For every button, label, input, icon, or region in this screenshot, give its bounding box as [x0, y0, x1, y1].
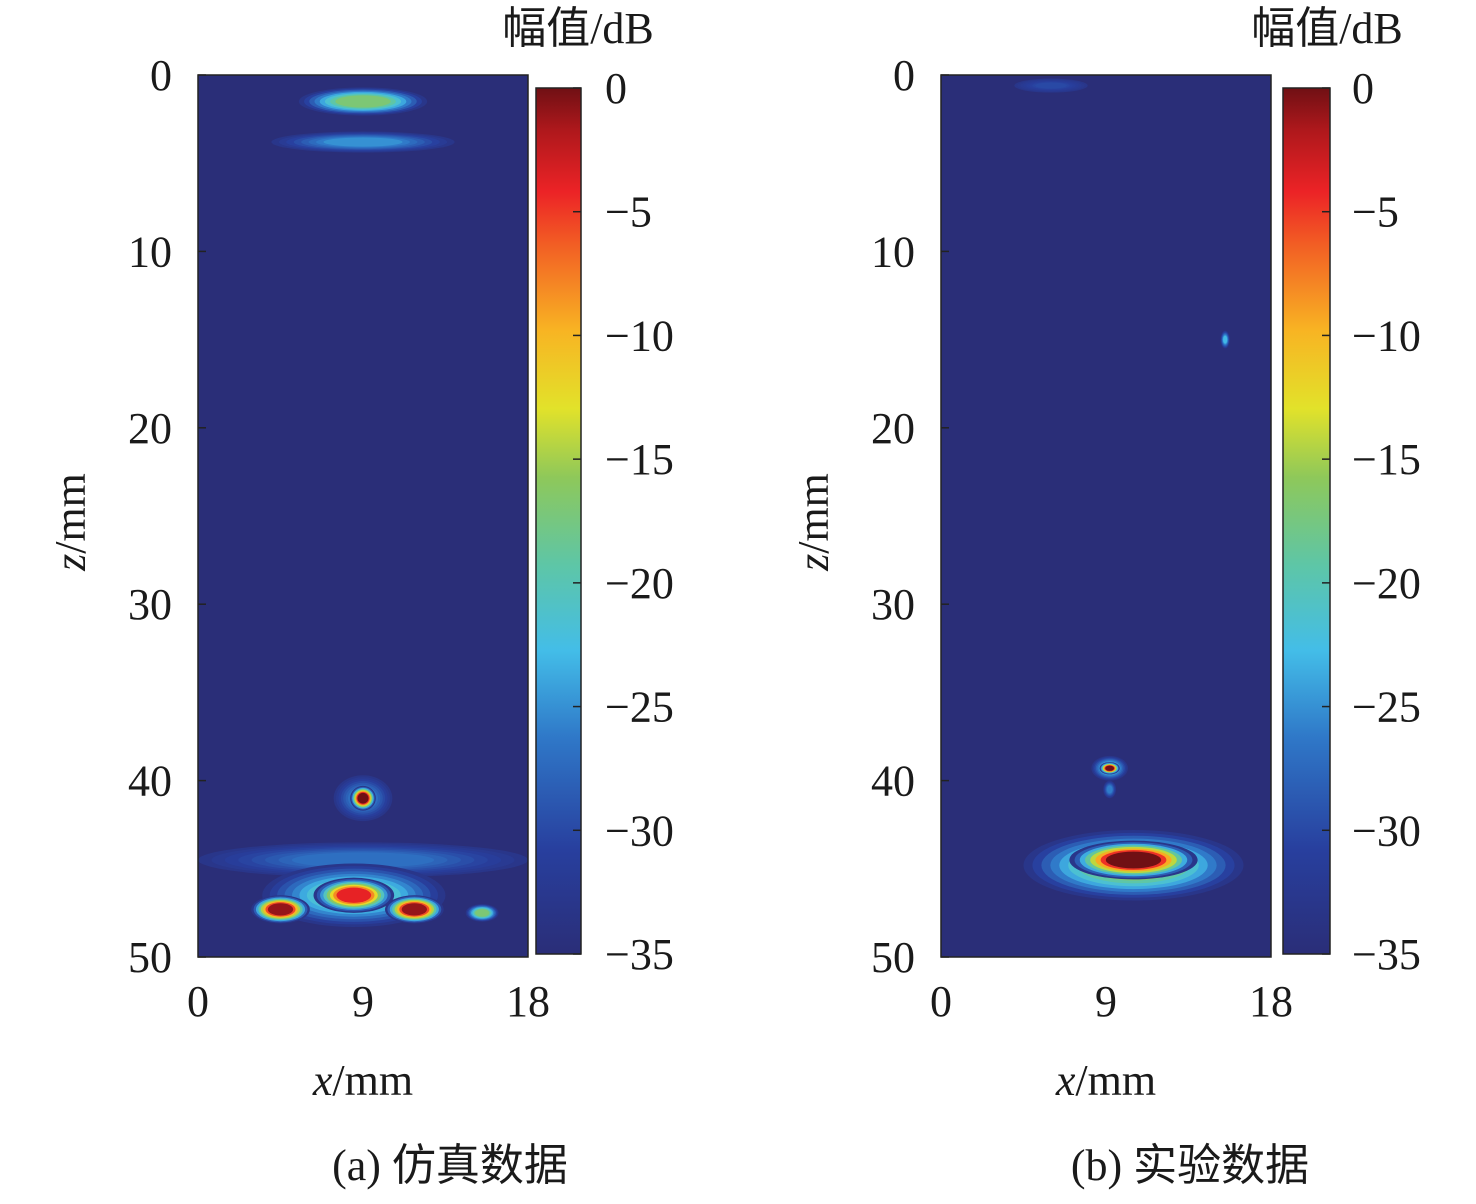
x-tick-label-b: 18: [1249, 977, 1293, 1026]
colorbar-tick-label-a: −5: [605, 188, 652, 237]
x-tick-label-b: 9: [1095, 977, 1117, 1026]
z-tick-label-b: 50: [871, 933, 915, 982]
x-tick-label-a: 0: [187, 977, 209, 1026]
z-tick-label-a: 0: [150, 51, 172, 100]
colorbar-tick-label-a: −25: [605, 683, 674, 732]
heat-blob-a-2: [350, 785, 376, 811]
z-axis-var-a: z: [46, 554, 95, 572]
z-axis-var-b: z: [789, 554, 838, 572]
x-tick-label-a: 9: [352, 977, 374, 1026]
colorbar-tick-label-b: 0: [1352, 64, 1374, 113]
z-axis-label-b: z/mm: [789, 473, 838, 572]
colorbar-tick-label-b: −30: [1352, 806, 1421, 855]
z-axis-unit-a: /mm: [46, 473, 95, 554]
x-axis-unit-b: /mm: [1075, 1056, 1156, 1105]
caption-b: (b) 实验数据: [1071, 1141, 1309, 1190]
colorbar-b-gradient: [1282, 87, 1331, 955]
colorbar-tick-label-b: −35: [1352, 930, 1421, 979]
z-tick-labels-a: 0 10 20 30 40 50: [128, 51, 206, 982]
colorbar-tick-label-b: −5: [1352, 188, 1399, 237]
heat-blob-a-9: [198, 842, 528, 878]
colorbar-tick-label-b: −20: [1352, 559, 1421, 608]
heat-blob-b-1: [1220, 330, 1230, 349]
x-axis-unit-a: /mm: [332, 1056, 413, 1105]
colorbar-tick-label-b: −25: [1352, 683, 1421, 732]
heatmap-a-frame: [197, 74, 529, 958]
z-tick-label-b: 10: [871, 227, 915, 276]
heat-blob-a-1: [271, 131, 455, 153]
x-axis-var-a: x: [312, 1056, 333, 1105]
heat-blob-a-8: [465, 904, 499, 922]
x-axis-label-b: x/mm: [1055, 1056, 1156, 1105]
z-tick-label-a: 50: [128, 933, 172, 982]
z-axis-label-a: z/mm: [46, 473, 95, 572]
panel-b: 0 10 20 30 40 50 0 9 18 z/mm x/mm 0 −5 −10 −15 −20 −…: [789, 4, 1421, 1190]
heatmap-a-background: [198, 75, 528, 957]
colorbar-a-title: 幅值/dB: [502, 4, 654, 53]
x-tick-label-a: 18: [506, 977, 550, 1026]
caption-a: (a) 仿真数据: [332, 1141, 568, 1190]
colorbar-tick-label-a: −10: [605, 311, 674, 360]
colorbar-a: 0 −5 −10 −15 −20 −25 −30 −35 幅值/dB: [502, 4, 674, 979]
heat-blob-b-5: [1069, 840, 1198, 880]
colorbar-b: 0 −5 −10 −15 −20 −25 −30 −35 幅值/dB: [1251, 4, 1421, 979]
z-tick-label-a: 40: [128, 757, 172, 806]
heatmap-a: [197, 74, 529, 958]
x-tick-labels-a: 0 9 18: [187, 977, 550, 1026]
heat-blob-a-0: [298, 87, 428, 116]
colorbar-a-ticks: 0 −5 −10 −15 −20 −25 −30 −35: [573, 64, 674, 979]
heatmap-b-frame: [940, 74, 1272, 958]
x-axis-var-b: x: [1055, 1056, 1076, 1105]
panel-a: 0 10 20 30 40 50 0 9 18 z/mm x/mm 0 −5 −10 −15 −20 −…: [46, 4, 674, 1190]
heat-blob-b-0: [1014, 78, 1088, 93]
heat-blob-b-2: [1099, 762, 1120, 775]
colorbar-tick-label-a: 0: [605, 64, 627, 113]
z-tick-label-b: 0: [893, 51, 915, 100]
heatmap-a-features: [198, 87, 528, 928]
colorbar-a-gradient: [535, 87, 582, 955]
colorbar-tick-label-b: −15: [1352, 435, 1421, 484]
heat-blob-a-4: [251, 895, 310, 924]
x-tick-labels-b: 0 9 18: [930, 977, 1293, 1026]
z-axis-unit-b: /mm: [789, 473, 838, 554]
x-axis-label-a: x/mm: [312, 1056, 413, 1105]
heat-blob-b-4: [1103, 780, 1117, 799]
colorbar-tick-label-a: −20: [605, 559, 674, 608]
heat-blob-a-6: [385, 895, 444, 924]
z-tick-label-b: 30: [871, 580, 915, 629]
colorbar-b-title: 幅值/dB: [1251, 4, 1403, 53]
x-tick-label-b: 0: [930, 977, 952, 1026]
z-tick-labels-b: 0 10 20 30 40 50: [871, 51, 949, 982]
z-tick-label-b: 20: [871, 404, 915, 453]
colorbar-tick-label-a: −30: [605, 806, 674, 855]
colorbar-tick-label-b: −10: [1352, 311, 1421, 360]
z-tick-label-a: 30: [128, 580, 172, 629]
z-tick-label-a: 10: [128, 227, 172, 276]
heatmap-b: [940, 74, 1272, 958]
z-tick-label-b: 40: [871, 757, 915, 806]
heat-blob-a-5: [313, 877, 395, 913]
heatmap-b-background: [941, 75, 1271, 957]
colorbar-b-ticks: 0 −5 −10 −15 −20 −25 −30 −35: [1322, 64, 1421, 979]
heatmap-b-features: [1014, 78, 1244, 901]
colorbar-tick-label-a: −35: [605, 930, 674, 979]
colorbar-tick-label-a: −15: [605, 435, 674, 484]
z-tick-label-a: 20: [128, 404, 172, 453]
